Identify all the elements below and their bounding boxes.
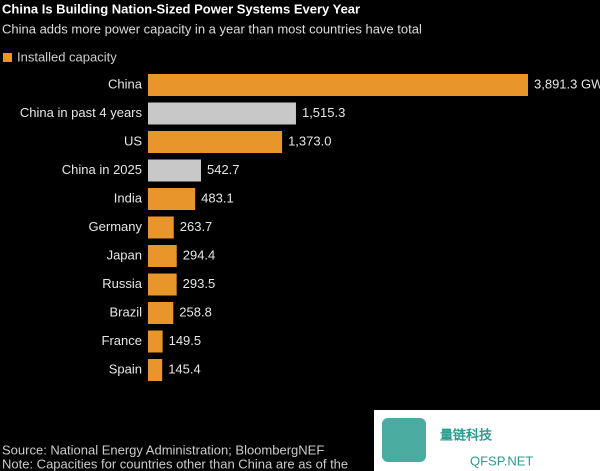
watermark-logo: [382, 418, 426, 462]
value-label: 3,891.3 GW: [534, 76, 600, 91]
bar: [148, 359, 163, 381]
bar: [148, 102, 296, 125]
bar: [148, 74, 528, 96]
category-label: Russia: [102, 276, 143, 291]
category-label: France: [102, 333, 142, 348]
value-label: 258.8: [179, 304, 212, 319]
value-label: 542.7: [207, 162, 240, 177]
value-label: 293.5: [183, 276, 216, 291]
category-label: China in past 4 years: [20, 105, 143, 120]
value-label: 294.4: [183, 247, 216, 262]
value-label: 145.4: [168, 361, 201, 376]
category-label: Spain: [109, 361, 142, 376]
value-label: 483.1: [201, 190, 234, 205]
category-label: Brazil: [109, 304, 142, 319]
source: Source: National Energy Administration; …: [2, 442, 324, 457]
category-label: China in 2025: [62, 162, 142, 177]
bar: [148, 330, 163, 353]
chart-title: China Is Building Nation-Sized Power Sys…: [2, 1, 360, 16]
legend-swatch: [3, 53, 12, 62]
watermark-name: 量链科技: [440, 427, 493, 442]
value-label: 1,515.3: [302, 105, 345, 120]
bar: [148, 245, 177, 267]
bar: [148, 216, 174, 239]
bar: [148, 159, 201, 182]
value-label: 149.5: [169, 333, 202, 348]
watermark: 量链科技 QFSP.NET: [374, 410, 600, 471]
watermark-site: QFSP.NET: [470, 453, 533, 468]
category-label: India: [114, 190, 143, 205]
category-label: China: [108, 76, 143, 91]
legend-label: Installed capacity: [17, 49, 117, 64]
bar: [148, 131, 283, 153]
value-label: 1,373.0: [288, 133, 331, 148]
category-label: US: [124, 133, 142, 148]
bar: [148, 302, 174, 324]
note: Note: Capacities for countries other tha…: [2, 456, 348, 471]
bar: [148, 273, 177, 296]
bar: [148, 188, 196, 210]
category-label: Germany: [89, 219, 143, 234]
value-label: 263.7: [180, 219, 213, 234]
category-label: Japan: [107, 247, 142, 262]
chart-subtitle: China adds more power capacity in a year…: [2, 21, 422, 36]
